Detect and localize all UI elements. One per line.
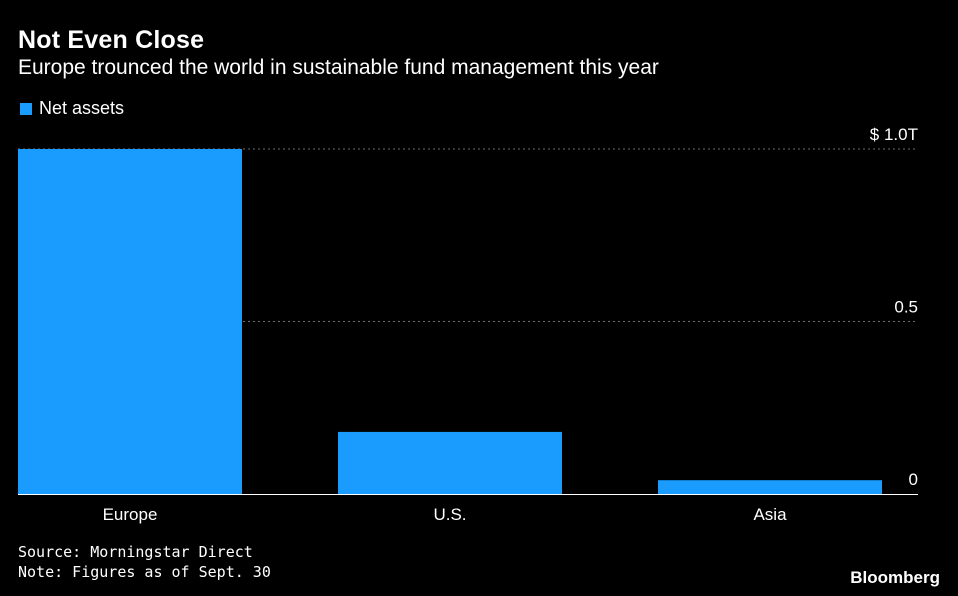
- x-tick-label-2: Asia: [753, 505, 787, 524]
- y-tick-label-1: 0.5: [894, 298, 918, 317]
- legend: Net assets: [20, 98, 124, 119]
- chart-title: Not Even Close: [18, 26, 205, 54]
- figures-note: Note: Figures as of Sept. 30: [18, 563, 271, 581]
- source-note: Source: Morningstar Direct: [18, 543, 253, 561]
- y-tick-label-2: $ 1.0T: [870, 125, 918, 144]
- y-tick-label-0: 0: [909, 470, 918, 489]
- bar-asia: [658, 480, 882, 494]
- legend-label-net-assets: Net assets: [39, 98, 125, 118]
- bar-europe: [18, 149, 242, 494]
- legend-swatch-net-assets: [20, 102, 32, 115]
- bar-us: [338, 431, 562, 494]
- x-tick-label-0: Europe: [103, 505, 158, 524]
- x-tick-label-1: U.S.: [433, 505, 466, 524]
- chart-subtitle: Europe trounced the world in sustainable…: [18, 56, 659, 79]
- bloomberg-logo: Bloomberg: [850, 568, 940, 587]
